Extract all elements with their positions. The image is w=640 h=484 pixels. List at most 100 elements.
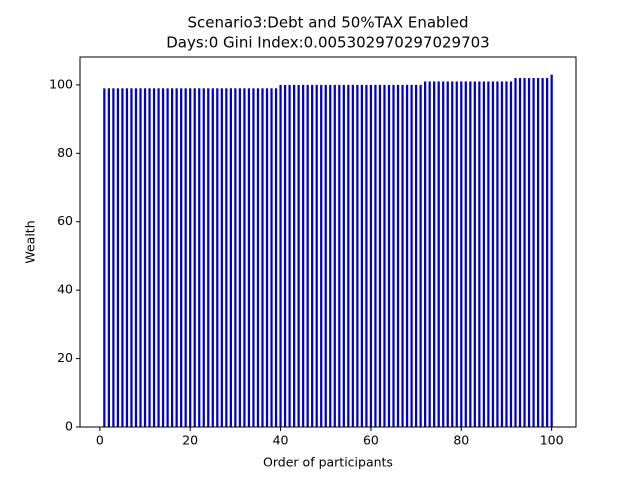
bar — [387, 84, 391, 427]
bar — [202, 88, 205, 427]
bar — [491, 81, 495, 427]
bar — [279, 84, 282, 427]
bar — [189, 88, 192, 427]
bar — [383, 84, 386, 427]
bar — [378, 84, 382, 427]
bar — [505, 81, 508, 427]
bar — [482, 81, 486, 427]
x-tick-label: 80 — [453, 433, 469, 448]
bar — [428, 81, 431, 427]
bar — [207, 88, 210, 427]
bar — [527, 78, 531, 427]
bar — [175, 88, 178, 427]
bar — [329, 84, 332, 427]
bar — [469, 81, 472, 427]
bar — [238, 88, 242, 427]
bar — [347, 84, 350, 427]
bar — [216, 88, 219, 427]
bar — [306, 84, 309, 427]
bar — [419, 84, 422, 427]
bar — [333, 84, 336, 427]
bar — [509, 81, 513, 427]
bar — [161, 88, 165, 427]
bar — [103, 88, 106, 427]
bar — [446, 81, 449, 427]
bar — [496, 81, 499, 427]
bar — [315, 84, 318, 427]
x-tick-label: 60 — [363, 433, 379, 448]
bar — [193, 88, 196, 427]
axes-frame — [79, 56, 577, 428]
bar — [356, 84, 359, 427]
bar — [455, 81, 458, 427]
bar — [473, 81, 476, 427]
bar — [112, 88, 115, 427]
y-axis-label: Wealth — [23, 220, 38, 263]
bar — [220, 88, 223, 427]
bar — [514, 78, 517, 427]
bar — [374, 84, 377, 427]
bar — [152, 88, 156, 427]
y-tick-label: 80 — [57, 145, 73, 160]
y-tick-label: 60 — [57, 213, 73, 228]
y-tick-label: 40 — [57, 282, 73, 297]
bar — [184, 88, 187, 427]
bar — [523, 78, 526, 427]
bar — [392, 84, 395, 427]
bar — [405, 84, 409, 427]
bar — [464, 81, 467, 427]
bar — [532, 78, 535, 427]
bar — [324, 84, 327, 427]
bar — [229, 88, 232, 427]
bar — [369, 84, 373, 427]
bar — [121, 88, 124, 427]
y-tick-label: 100 — [49, 76, 73, 91]
bar — [243, 88, 246, 427]
bar — [433, 81, 436, 427]
bar — [424, 81, 427, 427]
y-tick-label: 0 — [65, 419, 73, 434]
bar — [261, 88, 264, 427]
bar — [460, 81, 463, 427]
bar — [536, 78, 540, 427]
x-axis-label: Order of participants — [263, 455, 393, 470]
bar — [107, 88, 111, 427]
bar — [351, 84, 354, 427]
bar — [414, 84, 418, 427]
bar — [116, 88, 120, 427]
bar — [143, 88, 147, 427]
bar — [437, 81, 440, 427]
bar — [283, 84, 287, 427]
bar — [134, 88, 138, 427]
bar — [410, 84, 413, 427]
bar — [396, 84, 400, 427]
bar — [265, 88, 269, 427]
bar — [139, 88, 142, 427]
bar — [550, 74, 553, 427]
bar — [125, 88, 129, 427]
bar — [401, 84, 404, 427]
y-tick-label: 20 — [57, 350, 73, 365]
bar — [487, 81, 490, 427]
bar — [157, 88, 160, 427]
bar — [541, 78, 544, 427]
bar — [338, 84, 341, 427]
bar — [297, 84, 300, 427]
bar — [302, 84, 305, 427]
x-tick-label: 40 — [273, 433, 289, 448]
bar — [166, 88, 169, 427]
bar — [270, 88, 273, 427]
bar — [252, 88, 255, 427]
bar — [442, 81, 445, 427]
bar — [518, 78, 522, 427]
bar — [180, 88, 183, 427]
x-tick-label: 100 — [540, 433, 564, 448]
bar — [256, 88, 260, 427]
bar — [130, 88, 133, 427]
bar — [500, 81, 504, 427]
chart-title: Scenario3:Debt and 50%TAX Enabled — [187, 14, 468, 32]
bar — [342, 84, 345, 427]
bar — [365, 84, 368, 427]
x-tick-label: 20 — [182, 433, 198, 448]
